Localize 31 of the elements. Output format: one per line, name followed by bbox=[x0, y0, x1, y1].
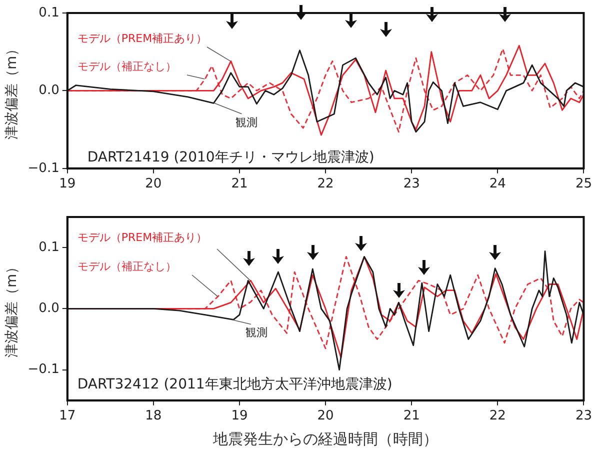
x-axis-title: 地震発生からの経過時間（時間） bbox=[212, 430, 438, 448]
x-tick-label: 22 bbox=[317, 176, 334, 192]
x-tick-label: 23 bbox=[575, 408, 592, 424]
x-tick-label: 20 bbox=[317, 408, 334, 424]
x-tick-label: 19 bbox=[231, 408, 248, 424]
x-tick-label: 19 bbox=[59, 176, 76, 192]
annotation: DART21419 (2010年チリ・マウレ地震津波) bbox=[87, 150, 374, 166]
y-tick-label: −0.1 bbox=[28, 160, 60, 176]
y-tick-label: 0.1 bbox=[38, 240, 60, 255]
y-tick-label: −0.1 bbox=[28, 362, 60, 378]
y-tick-label: 0.0 bbox=[38, 83, 60, 98]
text: モデル（PREM補正あり） bbox=[77, 230, 208, 244]
y-tick-label: 0.1 bbox=[38, 5, 60, 20]
x-tick-label: 17 bbox=[59, 408, 76, 424]
x-tick-label: 25 bbox=[575, 176, 592, 192]
x-tick-label: 18 bbox=[145, 408, 162, 424]
x-tick-label: 20 bbox=[145, 176, 162, 192]
x-tick-label: 21 bbox=[231, 176, 248, 192]
x-tick-label: 24 bbox=[489, 176, 506, 192]
series-label: 観測 bbox=[245, 326, 268, 339]
annotation: DART32412 (2011年東北地方太平洋沖地震津波) bbox=[77, 376, 392, 393]
x-tick-label: 23 bbox=[403, 176, 420, 192]
y-tick-label: 0.0 bbox=[38, 301, 60, 316]
series-label: モデル（補正なし） bbox=[77, 60, 176, 73]
text: モデル（PREM補正あり） bbox=[77, 32, 208, 45]
y-axis-title: 津波偏差（m） bbox=[4, 260, 20, 358]
text: モデル（補正なし） bbox=[77, 260, 176, 273]
y-axis-title: 津波偏差（m） bbox=[4, 42, 20, 140]
x-tick-label: 21 bbox=[403, 408, 420, 424]
series-label: 観測 bbox=[235, 116, 258, 129]
x-tick-label: 22 bbox=[489, 408, 506, 424]
